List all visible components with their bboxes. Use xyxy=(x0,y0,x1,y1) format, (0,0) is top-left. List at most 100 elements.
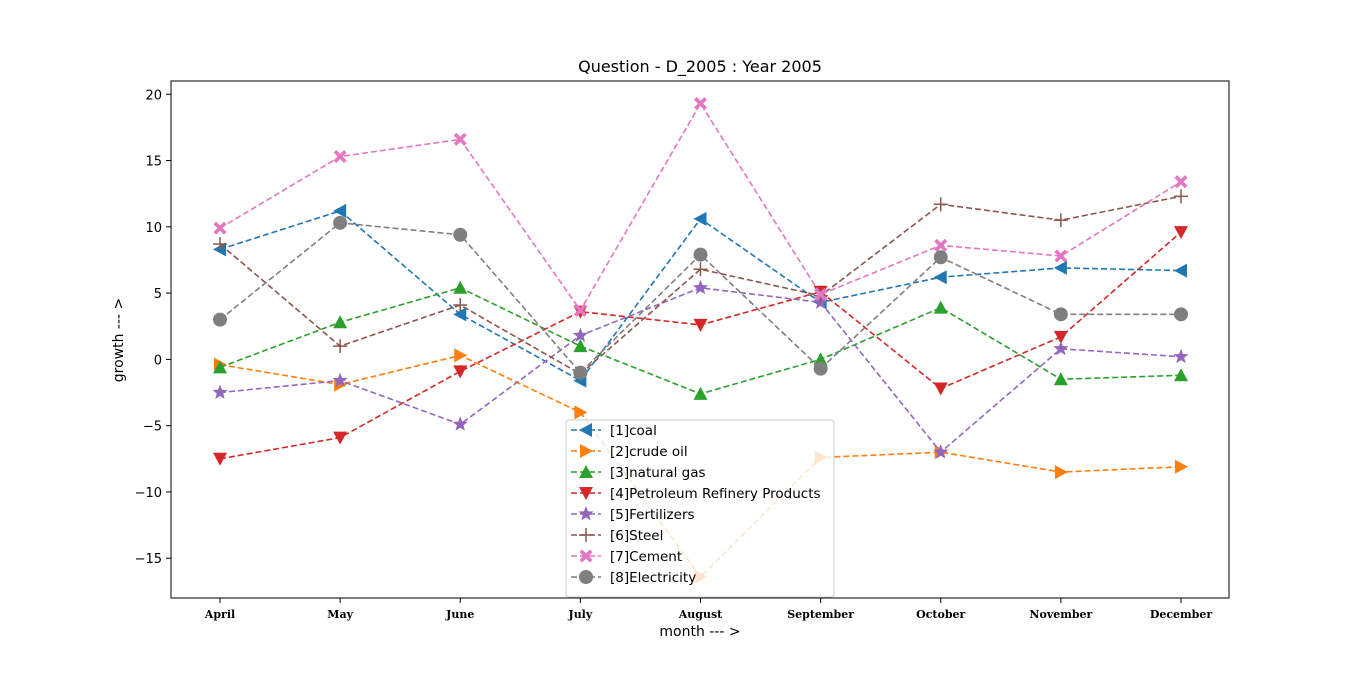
data-point xyxy=(693,262,708,277)
data-point xyxy=(693,247,708,262)
y-tick-label: −15 xyxy=(135,552,162,567)
data-point xyxy=(933,197,948,212)
data-point xyxy=(813,361,828,376)
legend-marker xyxy=(580,444,593,458)
data-point xyxy=(1053,340,1069,356)
data-point xyxy=(1174,175,1188,189)
data-point xyxy=(333,339,348,354)
data-point xyxy=(213,221,227,235)
legend-box xyxy=(565,419,835,598)
data-point xyxy=(213,237,227,252)
legend-label: [1]coal xyxy=(610,423,657,439)
data-point xyxy=(693,386,708,400)
data-point xyxy=(333,203,347,218)
series-layer xyxy=(212,97,1189,584)
data-point xyxy=(452,416,468,431)
data-point xyxy=(574,405,588,420)
x-tick-label: December xyxy=(1150,608,1213,621)
legend-item: [6]Steel xyxy=(571,528,663,544)
data-point xyxy=(1053,330,1068,344)
data-point xyxy=(1054,465,1068,480)
series-8 xyxy=(213,215,1188,380)
chart-title: Question - D_2005 : Year 2005 xyxy=(578,57,822,77)
data-point xyxy=(453,365,468,379)
x-tick-label: June xyxy=(445,608,474,621)
series-line xyxy=(219,222,1181,374)
data-point xyxy=(1174,189,1188,204)
data-point xyxy=(213,312,227,327)
legend-label: [5]Fertilizers xyxy=(610,507,695,523)
data-point xyxy=(1053,213,1068,228)
legend-marker xyxy=(578,506,594,521)
data-point xyxy=(692,279,709,295)
data-point xyxy=(453,132,467,146)
legend-item: [1]coal xyxy=(571,423,657,439)
data-point xyxy=(813,352,828,366)
data-point xyxy=(1173,348,1189,364)
legend-label: [3]natural gas xyxy=(610,465,706,481)
data-point xyxy=(933,270,947,285)
legend-label: [2]crude oil xyxy=(610,444,688,460)
legend-marker xyxy=(579,487,593,500)
data-point xyxy=(573,339,588,353)
data-point xyxy=(212,384,228,399)
legend-marker xyxy=(579,528,593,542)
data-point xyxy=(453,227,468,242)
data-point xyxy=(1174,368,1188,382)
data-point xyxy=(693,318,708,332)
legend-marker xyxy=(579,423,592,437)
data-point xyxy=(573,365,588,380)
x-tick-label: May xyxy=(327,608,353,621)
series-1 xyxy=(213,203,1187,388)
series-3 xyxy=(213,280,1188,400)
data-point xyxy=(1174,226,1188,240)
legend-label: [6]Steel xyxy=(610,528,663,544)
legend-item: [2]crude oil xyxy=(571,444,688,460)
y-tick-label: 20 xyxy=(145,88,162,103)
x-tick-label: July xyxy=(567,608,592,621)
y-tick-label: −10 xyxy=(135,486,162,501)
x-axis-label: month --- > xyxy=(659,624,740,640)
data-point xyxy=(573,303,587,317)
legend-marker xyxy=(579,570,593,584)
data-point xyxy=(333,150,347,164)
y-tick-label: 0 xyxy=(154,353,162,368)
x-tick-label: October xyxy=(916,608,965,621)
x-tick-label: April xyxy=(204,608,235,621)
data-point xyxy=(332,372,348,388)
legend-label: [8]Electricity xyxy=(610,570,696,586)
data-point xyxy=(934,238,948,252)
data-point xyxy=(814,287,828,301)
y-axis: −15 −10 −5 0 5 10 15 20 xyxy=(135,88,171,567)
data-point xyxy=(453,280,468,294)
data-point xyxy=(694,97,707,111)
data-point xyxy=(1174,307,1188,322)
data-point xyxy=(333,431,348,445)
legend-item: [3]natural gas xyxy=(571,465,706,481)
legend-item: [7]Cement xyxy=(571,549,682,565)
y-tick-label: −5 xyxy=(143,420,162,435)
data-point xyxy=(933,300,948,314)
series-line xyxy=(219,210,1182,382)
series-line xyxy=(219,195,1182,375)
series-line xyxy=(219,101,1182,312)
data-point xyxy=(693,211,707,226)
data-point xyxy=(1054,249,1068,263)
data-point xyxy=(1174,263,1187,278)
series-7 xyxy=(213,97,1188,317)
legend-marker xyxy=(579,549,593,563)
legend-item: [4]Petroleum Refinery Products xyxy=(571,486,821,502)
data-point xyxy=(333,215,348,230)
data-point xyxy=(933,250,948,265)
data-point xyxy=(454,348,468,363)
legend: [1]coal [2]crude oil [3]natural gas [4]Petr… xyxy=(565,419,835,598)
legend-item: [5]Fertilizers xyxy=(571,506,695,523)
x-tick-label: November xyxy=(1029,608,1092,621)
data-point xyxy=(333,315,348,329)
data-point xyxy=(1053,372,1068,386)
data-point xyxy=(933,444,949,459)
legend-marker xyxy=(579,465,593,478)
x-tick-label: August xyxy=(678,608,723,621)
data-point xyxy=(213,452,227,466)
legend-label: [7]Cement xyxy=(610,549,682,565)
